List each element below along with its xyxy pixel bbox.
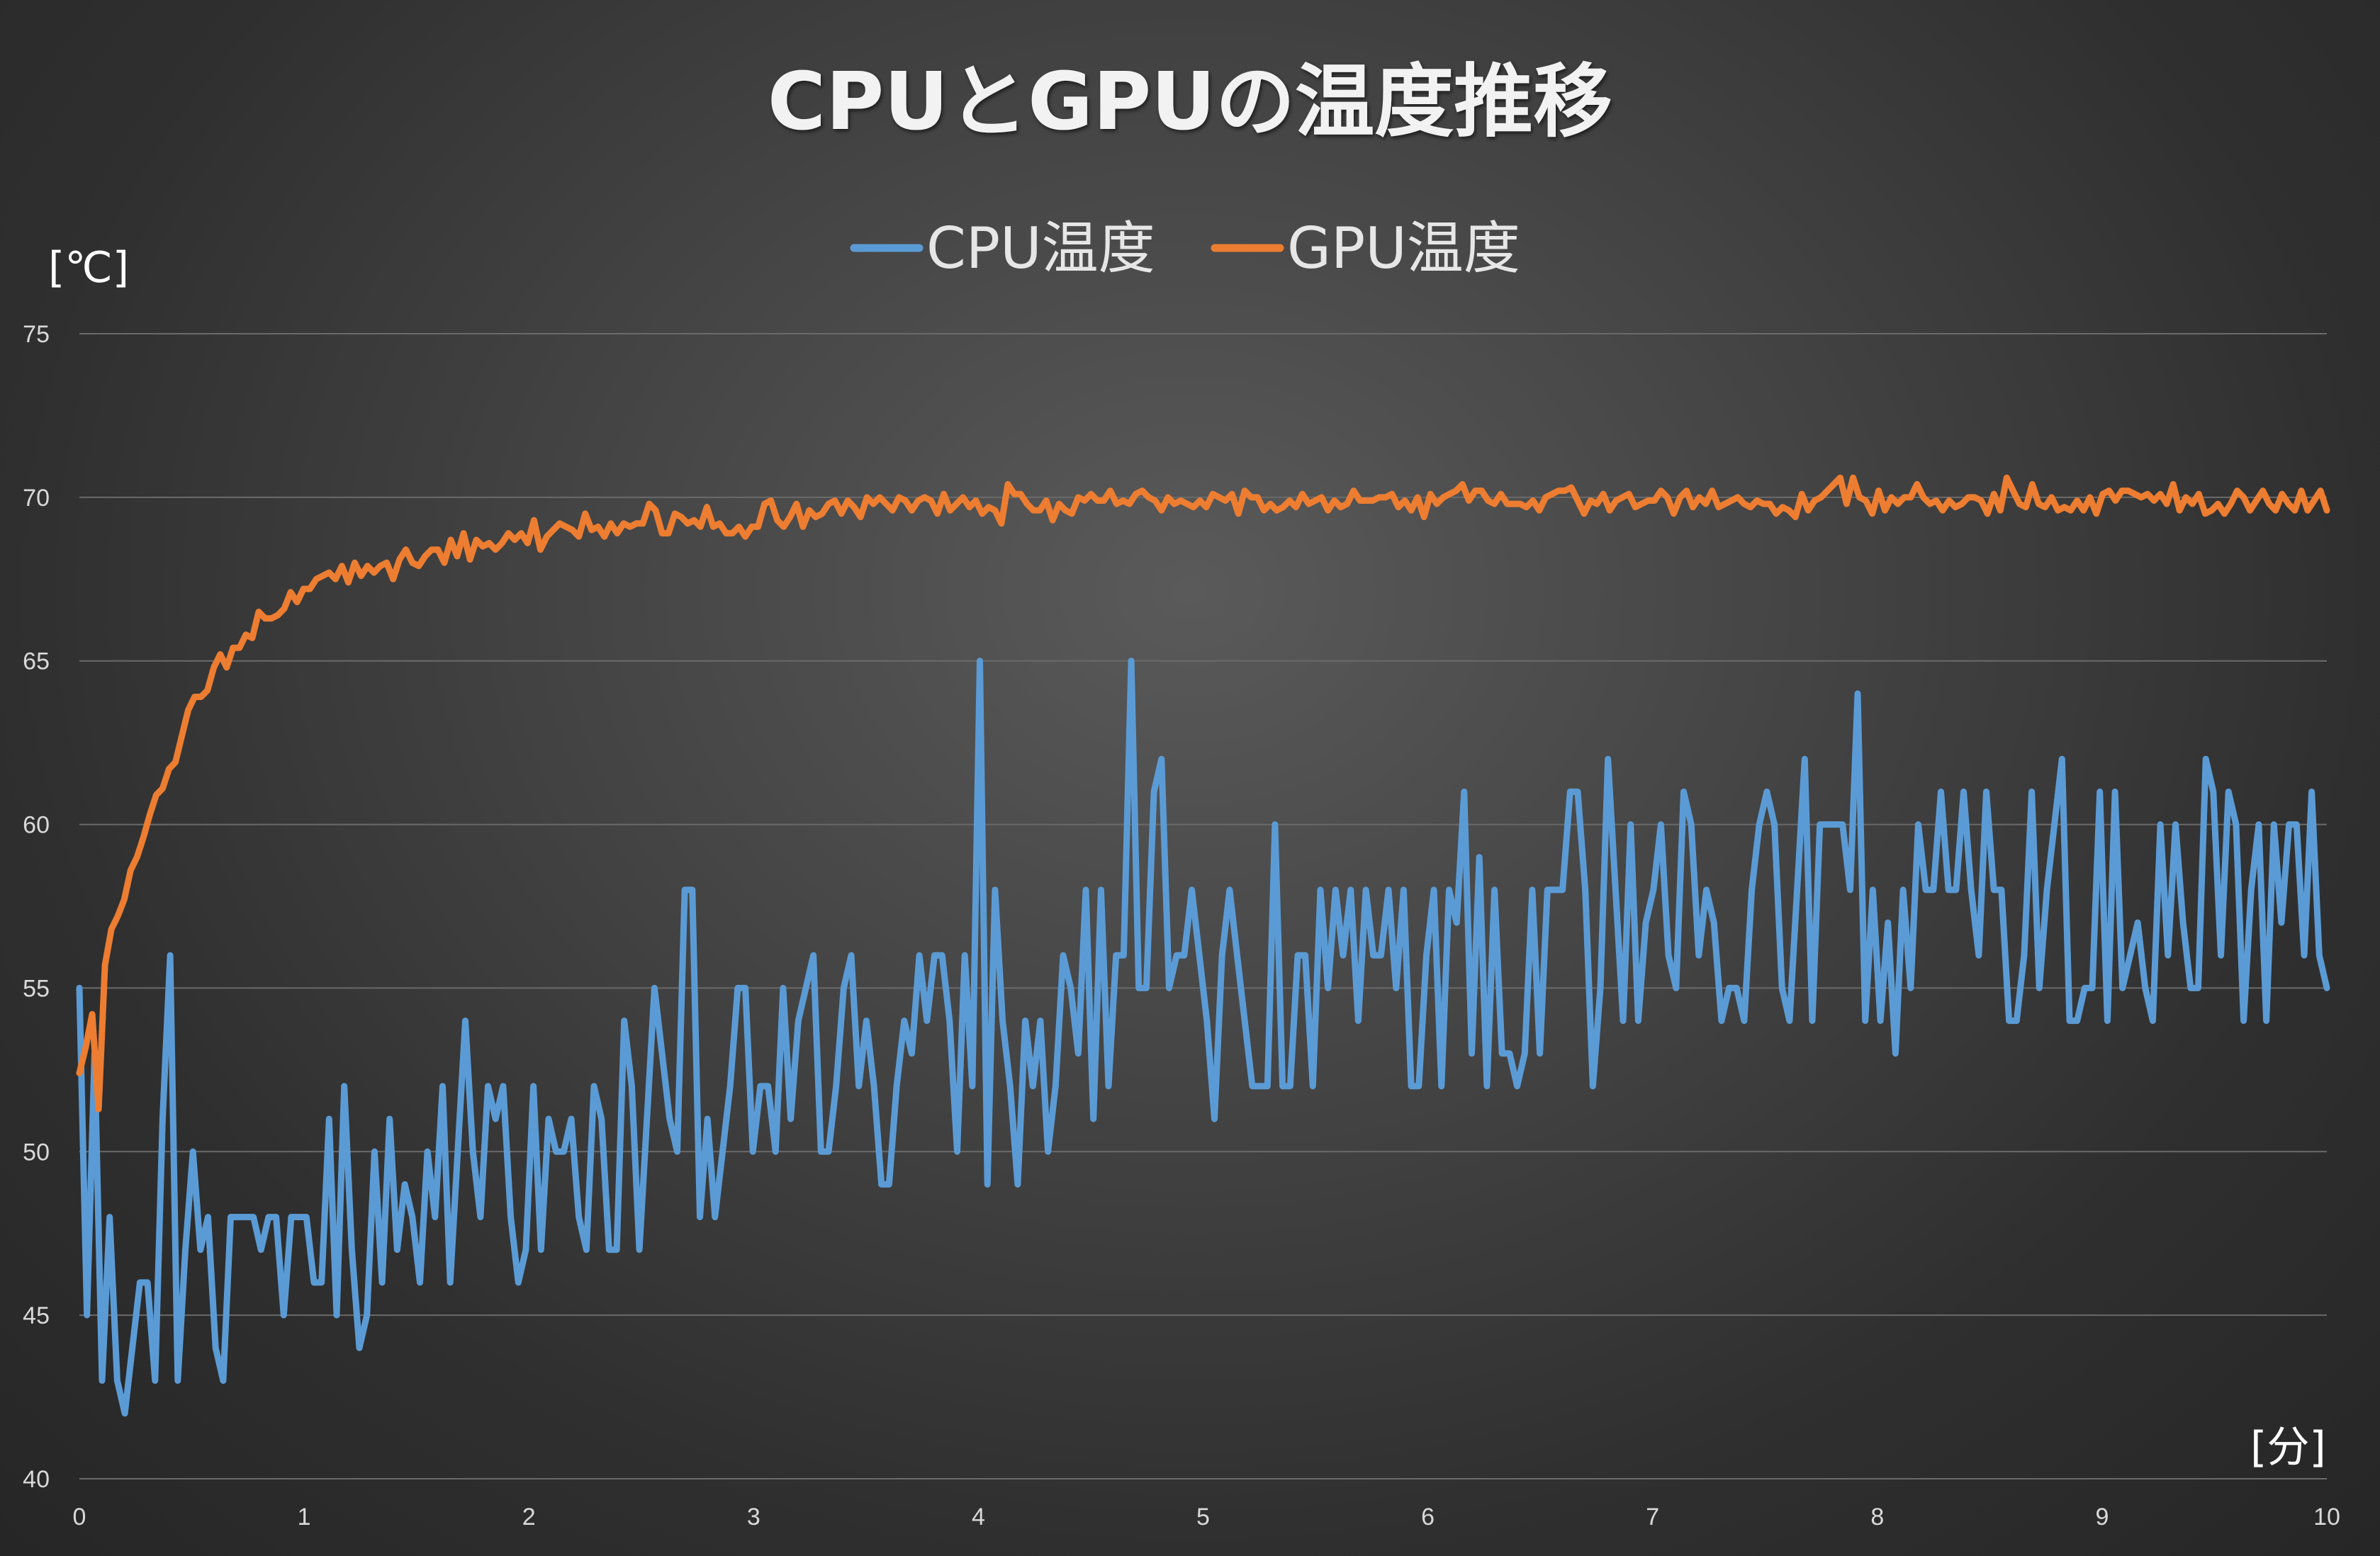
- series-lines: [76, 474, 2330, 1417]
- y-tick-label: 45: [23, 1302, 50, 1329]
- x-tick-label: 2: [522, 1504, 536, 1530]
- x-tick-label: 5: [1196, 1504, 1210, 1530]
- x-tick-label: 1: [298, 1504, 311, 1530]
- legend-label-1: GPU温度: [1287, 215, 1520, 281]
- legend: CPU温度 GPU温度: [850, 215, 1520, 281]
- x-tick-label: 9: [2095, 1504, 2109, 1530]
- chart-title: CPUとGPUの温度推移: [768, 56, 1612, 148]
- x-tick-label: 3: [747, 1504, 760, 1530]
- series-line-1: [76, 474, 2330, 1112]
- x-tick-label: 4: [972, 1504, 985, 1530]
- y-tick-label: 75: [23, 321, 50, 348]
- x-tick-label: 10: [2313, 1504, 2340, 1530]
- x-axis-ticks: 0 1 2 3 4 5 6 7 8 9 10: [73, 1504, 2340, 1530]
- x-tick-label: 6: [1421, 1504, 1435, 1530]
- y-tick-label: 50: [23, 1139, 50, 1166]
- y-tick-label: 60: [23, 812, 50, 839]
- series-line-0: [76, 658, 2330, 1417]
- x-tick-label: 8: [1870, 1504, 1884, 1530]
- y-tick-label: 65: [23, 648, 50, 675]
- x-tick-label: 7: [1646, 1504, 1659, 1530]
- y-tick-label: 40: [23, 1466, 50, 1493]
- y-tick-label: 70: [23, 485, 50, 512]
- y-tick-label: 55: [23, 975, 50, 1002]
- y-axis-unit-label: [℃]: [48, 243, 129, 293]
- x-axis-unit-label: [分]: [2250, 1423, 2326, 1472]
- legend-label-0: CPU温度: [926, 215, 1155, 281]
- y-axis-ticks: 40 45 50 55 60 65 70 75: [23, 321, 50, 1493]
- x-tick-label: 0: [73, 1504, 86, 1530]
